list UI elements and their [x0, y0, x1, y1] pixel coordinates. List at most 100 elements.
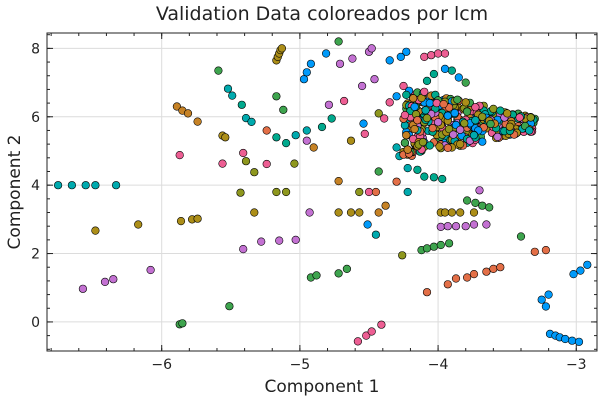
data-point [525, 126, 534, 135]
data-points [53, 37, 592, 346]
data-point [456, 140, 465, 149]
data-point [485, 203, 494, 212]
data-point [427, 51, 436, 60]
data-point [175, 151, 184, 160]
data-point [422, 76, 432, 85]
data-point [111, 181, 121, 190]
y-tick-label: 8 [31, 41, 40, 57]
data-point [443, 111, 452, 120]
data-point [420, 52, 429, 62]
data-point [400, 138, 410, 147]
data-point [449, 130, 458, 139]
data-point [478, 201, 487, 210]
data-point [67, 181, 76, 190]
data-point [355, 187, 364, 197]
grid [47, 33, 597, 351]
data-point [413, 165, 422, 174]
data-point [482, 220, 491, 229]
data-point [381, 201, 390, 210]
data-point [421, 106, 430, 115]
data-point [454, 73, 463, 82]
data-point [282, 139, 291, 148]
data-point [348, 54, 357, 63]
data-point [429, 69, 439, 79]
data-point [422, 113, 432, 123]
axes: −6 −5 −4 −3 0 2 4 6 8 [31, 33, 597, 373]
data-point [374, 208, 383, 217]
data-point [450, 108, 459, 118]
data-point [334, 269, 343, 278]
x-axis-label: Component 1 [265, 377, 380, 397]
data-point [420, 172, 429, 181]
data-point [302, 126, 311, 135]
data-point [429, 173, 439, 182]
data-point [334, 177, 343, 186]
data-point [456, 125, 465, 134]
data-point [346, 208, 356, 217]
data-point [360, 129, 369, 138]
data-point [440, 49, 450, 58]
data-point [193, 117, 202, 126]
data-point [342, 264, 352, 274]
data-point [410, 102, 419, 111]
x-tick-label: −5 [290, 357, 311, 373]
data-point [277, 44, 287, 53]
data-point [482, 267, 491, 276]
data-point [463, 107, 472, 116]
data-point [471, 198, 480, 207]
data-point [478, 137, 487, 146]
data-point [353, 337, 363, 346]
data-point [574, 337, 584, 346]
data-point [324, 100, 334, 109]
data-point [322, 49, 331, 58]
data-point [91, 181, 100, 190]
data-point [367, 327, 376, 336]
data-point [176, 217, 186, 226]
data-point [385, 98, 394, 107]
x-tick-label: −3 [566, 357, 587, 373]
data-point [306, 59, 316, 68]
data-point [436, 240, 445, 250]
data-point [355, 208, 364, 217]
data-point [291, 131, 300, 140]
data-point [247, 117, 256, 126]
data-point [429, 242, 439, 251]
data-point [443, 143, 452, 152]
data-point [469, 270, 479, 279]
data-point [530, 247, 539, 256]
data-point [463, 273, 472, 282]
data-point [309, 143, 318, 152]
data-point [359, 119, 368, 128]
y-tick-label: 2 [31, 247, 40, 263]
data-point [377, 320, 386, 329]
data-point [218, 159, 227, 168]
data-point [526, 113, 535, 122]
data-point [302, 68, 311, 77]
data-point [312, 271, 321, 280]
data-point [469, 131, 479, 140]
data-point [428, 124, 437, 133]
data-point [392, 177, 401, 186]
data-point [537, 295, 546, 304]
data-point [409, 94, 418, 103]
data-point [422, 288, 432, 297]
data-point [420, 87, 429, 96]
chart-title: Validation Data coloreados por lcm [156, 3, 488, 25]
data-point [371, 187, 381, 197]
data-point [178, 319, 187, 328]
data-point [461, 78, 470, 87]
data-point [262, 159, 271, 169]
data-point [403, 187, 412, 197]
data-point [461, 222, 470, 231]
data-point [228, 91, 237, 100]
data-point [478, 112, 487, 121]
data-point [134, 220, 143, 229]
data-point [400, 110, 410, 120]
data-point [250, 168, 259, 177]
data-point [109, 275, 118, 284]
data-point [237, 100, 246, 109]
data-point [214, 66, 223, 75]
data-point [489, 104, 498, 113]
data-point [434, 118, 443, 127]
data-point [398, 251, 407, 260]
